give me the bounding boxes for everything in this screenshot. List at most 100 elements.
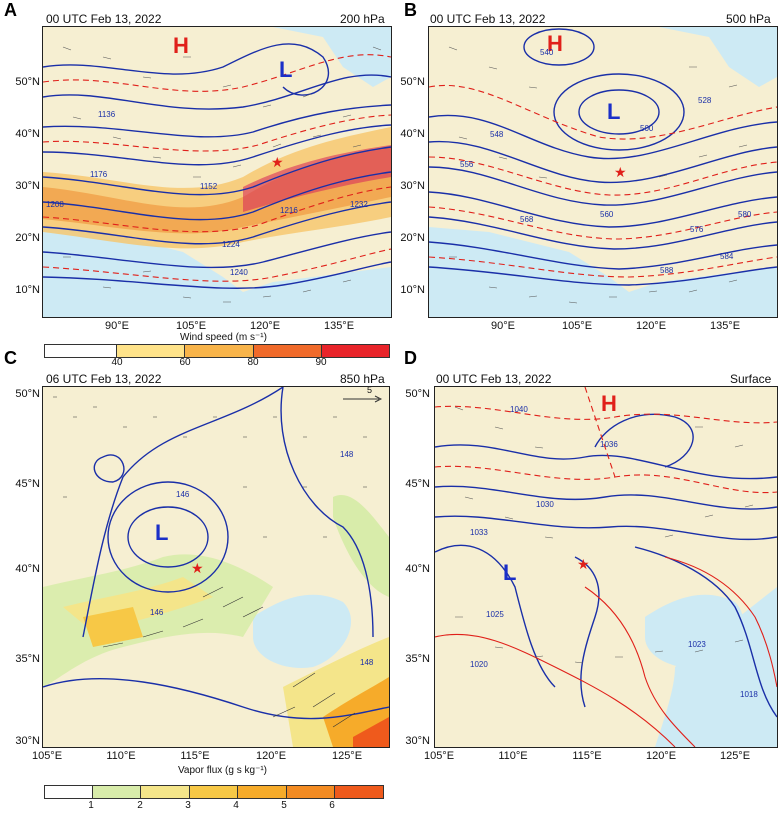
panel-c-vector-reference: 5 [367,386,373,395]
panel-a-low-marker: L [279,57,293,82]
panel-c-lon-125: 125°E [331,750,363,762]
panel-c-lat-30: 30°N [15,735,40,747]
contour-label: 540 [540,48,554,57]
panel-b-lat-20: 20°N [400,232,425,244]
contour-label: 584 [720,252,734,261]
panel-d-level: Surface [730,372,772,386]
panel-d-lat-35: 35°N [405,653,430,665]
panel-b-field: ★ [429,27,777,317]
contour-label: 576 [690,225,704,234]
wind-colorbar-title: Wind speed (m s⁻¹) [180,332,267,343]
contour-label: 1152 [200,182,218,191]
contour-label: 1040 [510,405,528,414]
panel-d-field: ★ [435,387,777,747]
wind-colorbar-bin [117,345,186,357]
panel-b-lon-105: 105°E [561,320,593,332]
vapor-colorbar-bin [189,786,239,798]
panel-b-level: 500 hPa [726,12,771,26]
panel-c-level: 850 hPa [340,372,385,386]
panel-a-high-marker: H [173,33,189,58]
vapor-colorbar-label-1: 1 [88,800,94,811]
panel-d-lon-120: 120°E [645,750,677,762]
vapor-colorbar-bin [141,786,190,798]
panel-b-low-marker: L [607,99,621,124]
panel-a-lat-30: 30°N [15,180,40,192]
panel-c-lat-45: 45°N [15,478,40,490]
panel-a-lat-10: 10°N [15,284,40,296]
panel-c-field: ★ [43,387,389,747]
panel-b-lat-50: 50°N [400,76,425,88]
contour-label: 528 [698,96,712,105]
contour-label: 1023 [688,640,706,649]
panel-a-letter: A [4,0,17,20]
contour-label: 588 [660,266,674,275]
contour-label: 146 [150,608,164,617]
wind-colorbar-bin [321,345,389,357]
wind-colorbar-bin [45,345,118,357]
vapor-colorbar-label-5: 5 [281,800,287,811]
panel-a-lon-120: 120°E [249,320,281,332]
panel-d-lon-110: 110°E [498,750,528,762]
vapor-colorbar-label-2: 2 [137,800,143,811]
contour-label: 560 [600,210,614,219]
wind-colorbar-bin [185,345,254,357]
panel-c-map: ★ L 5 [42,386,390,748]
panel-d-lon-105: 105°E [423,750,455,762]
contour-label: 1240 [230,268,248,277]
vapor-colorbar-label-4: 4 [233,800,239,811]
contour-label: 1036 [600,440,618,449]
contour-label: 146 [176,490,190,499]
contour-label: 1176 [90,170,108,179]
panel-d-high-marker: H [601,391,617,416]
contour-label: 1208 [46,200,64,209]
panel-b-lat-10: 10°N [400,284,425,296]
contour-label: 1025 [486,610,504,619]
contour-label: 1232 [350,200,368,209]
panel-d-lon-125: 125°E [719,750,751,762]
panel-a-lat-20: 20°N [15,232,40,244]
panel-a-field: ★ [43,27,391,317]
panel-d-lat-30: 30°N [405,735,430,747]
vapor-colorbar-bin [238,786,287,798]
panel-a-time: 00 UTC Feb 13, 2022 [46,12,162,26]
vapor-colorbar-title: Vapor flux (g s kg⁻¹) [178,765,268,776]
panel-b-high-marker: H [547,31,563,56]
panel-d-lat-45: 45°N [405,478,430,490]
contour-label: 1033 [470,528,488,537]
contour-label: 556 [460,160,474,169]
panel-b-lon-90: 90°E [491,320,515,332]
panel-a-lat-50: 50°N [15,76,40,88]
contour-label: 580 [738,210,752,219]
contour-label: 148 [340,450,354,459]
panel-c-lon-120: 120°E [255,750,287,762]
contour-label: 568 [520,215,534,224]
vapor-colorbar-bin [286,786,336,798]
panel-b-letter: B [404,0,417,20]
panel-a-lon-135: 135°E [323,320,355,332]
contour-label: 1136 [98,110,116,119]
panel-a-lon-105: 105°E [175,320,207,332]
svg-text:★: ★ [577,556,590,572]
vapor-colorbar [44,785,384,799]
panel-d-low-marker: L [503,560,517,585]
panel-a-lon-90: 90°E [105,320,129,332]
panel-c-lat-40: 40°N [15,563,40,575]
panel-a-lat-40: 40°N [15,128,40,140]
panel-c-lon-115: 115°E [180,750,210,762]
panel-d-map: ★ H L [434,386,778,748]
contour-label: 500 [640,124,654,133]
panel-c-low-marker: L [155,520,169,545]
panel-b-map: ★ H L [428,26,778,318]
wind-colorbar-label-40: 40 [111,357,123,368]
contour-label: 1020 [470,660,488,669]
wind-colorbar-label-80: 80 [247,357,259,368]
wind-colorbar-label-60: 60 [179,357,191,368]
vapor-colorbar-bin [92,786,142,798]
contour-label: 1030 [536,500,554,509]
panel-c-lon-110: 110°E [106,750,136,762]
vapor-colorbar-label-6: 6 [329,800,335,811]
svg-text:★: ★ [614,164,627,180]
panel-c-lat-50: 50°N [15,388,40,400]
panel-b-lat-30: 30°N [400,180,425,192]
contour-label: 1224 [222,240,240,249]
